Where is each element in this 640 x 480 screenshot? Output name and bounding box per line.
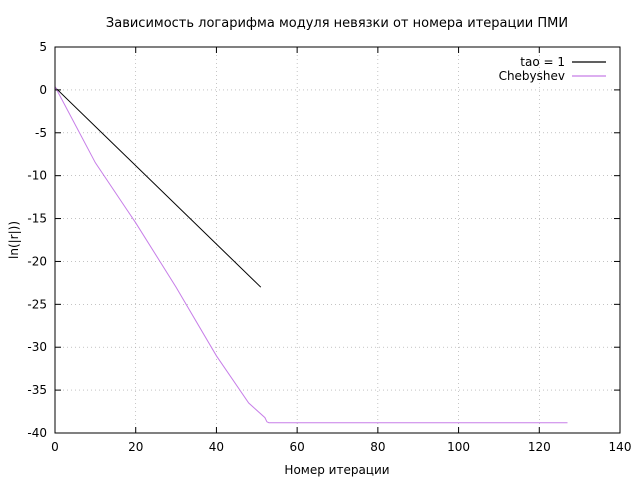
x-tick-label: 140	[609, 440, 632, 454]
y-tick-label: 0	[39, 83, 47, 97]
series-line-0	[54, 86, 262, 288]
y-tick-label: -40	[27, 426, 47, 440]
x-axis-label: Номер итерации	[284, 463, 389, 477]
plot-frame	[54, 46, 621, 434]
x-tick-label: 120	[528, 440, 551, 454]
y-tick-label: -35	[27, 383, 47, 397]
grid	[55, 47, 620, 433]
x-tick-label: 60	[290, 440, 305, 454]
x-tick-label: 0	[51, 440, 59, 454]
x-tick-label: 100	[447, 440, 470, 454]
y-tick-label: -5	[35, 126, 47, 140]
series-group	[54, 86, 568, 424]
y-tick-label: -10	[27, 169, 47, 183]
y-axis-label: ln(|r|))	[7, 221, 21, 259]
y-tick-label: -30	[27, 340, 47, 354]
legend-label-1: Chebyshev	[499, 69, 565, 83]
x-tick-label: 20	[128, 440, 143, 454]
y-tick-label: -15	[27, 212, 47, 226]
x-tick-label: 80	[370, 440, 385, 454]
legend-label-0: tao = 1	[520, 55, 565, 69]
y-tick-label: 5	[39, 40, 47, 54]
y-tick-label: -25	[27, 297, 47, 311]
x-tick-label: 40	[209, 440, 224, 454]
y-tick-label: -20	[27, 254, 47, 268]
series-line-1	[54, 86, 568, 424]
chart-title: Зависимость логарифма модуля невязки от …	[106, 16, 568, 31]
ticks: 0 20 40 60 80 100 120 140 5 0 -5 -10 -15 -20 -25 -30 -35…	[27, 40, 631, 454]
